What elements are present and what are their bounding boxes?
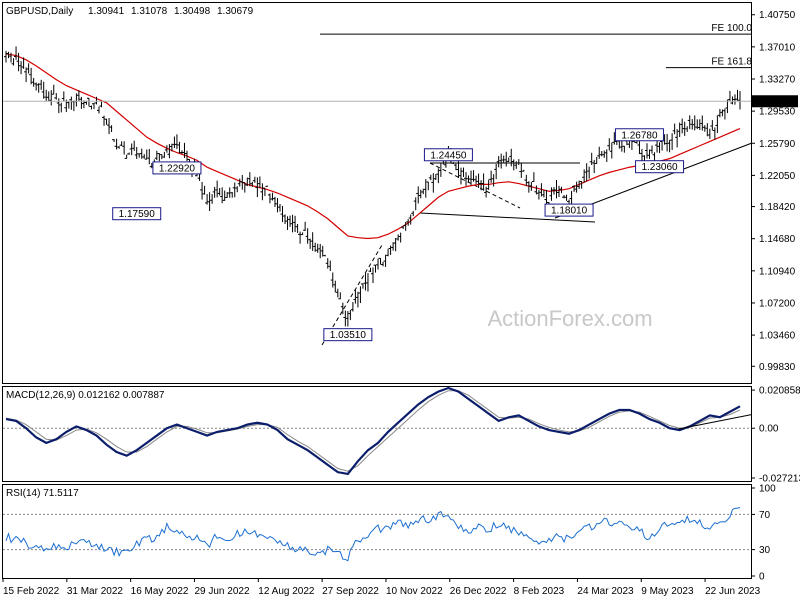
macd-trendline: [677, 414, 753, 430]
annotation-label: 1.18010: [551, 206, 588, 217]
x-tick-label: 24 Mar 2023: [577, 586, 634, 597]
price-tick-label: 1.40750: [759, 10, 796, 21]
macd-main-line: [5, 386, 741, 476]
rsi-line: [5, 506, 741, 562]
annotation-box: [112, 207, 162, 221]
macd-tick-label: 0.00: [759, 424, 779, 435]
price-tick-label: 1.10940: [759, 266, 796, 277]
rsi-tick-label: 0: [759, 572, 765, 583]
x-tick-label: 29 Jun 2022: [194, 586, 249, 597]
rsi-lines: [3, 506, 751, 562]
rsi-title: RSI(14) 71.5117: [6, 488, 79, 499]
header-close: 1.30679: [217, 6, 254, 17]
current-price-tag: [752, 95, 798, 108]
annotation-label: 1.24450: [430, 150, 467, 161]
macd-tick-label: 0.020858: [759, 386, 800, 397]
annotation-label: 1.22920: [159, 163, 196, 174]
macd-lines: [3, 386, 753, 476]
annotation-box: [635, 160, 685, 174]
x-tick-label: 12 Aug 2022: [258, 586, 315, 597]
price-tick-label: 1.07200: [759, 298, 796, 309]
x-tick-label: 10 Nov 2022: [386, 586, 443, 597]
moving-average-line: [5, 53, 741, 240]
panel-frames: [2, 2, 752, 579]
annotation-box: [152, 161, 202, 175]
macd-title: MACD(12,26,9) 0.012162 0.007887: [6, 390, 165, 401]
header-low: 1.30498: [174, 6, 211, 17]
annotation-label: 1.26780: [621, 130, 658, 141]
header-open: 1.30941: [88, 6, 125, 17]
chart-header: GBPUSD,Daily 1.30941 1.31078 1.30498 1.3…: [6, 6, 254, 17]
moving-average: [5, 53, 741, 240]
annotation-box: [323, 328, 373, 342]
annotation-box: [614, 128, 664, 142]
support-line: [419, 212, 596, 223]
fib-level-label: FE 161.8: [711, 57, 752, 68]
price-tick-label: 1.18420: [759, 202, 796, 213]
macd-signal-line: [5, 390, 741, 472]
rsi-tick-label: 100: [759, 484, 776, 495]
price-panel-frame: [2, 2, 752, 384]
price-tick-label: 1.29530: [759, 107, 796, 118]
price-tick-label: 1.03460: [759, 331, 796, 342]
price-tick-label: 1.25790: [759, 139, 796, 150]
price-tick-label: 1.33270: [759, 74, 796, 85]
annotation-label: 1.23060: [641, 162, 678, 173]
price-tick-label: 0.99830: [759, 362, 796, 373]
macd-panel-frame: [2, 386, 752, 482]
annotation-label: 1.17590: [119, 209, 156, 220]
price-annotations: 1.17590 1.22920 1.03510 1.24450 1.18010 1.267…: [112, 128, 685, 342]
projection-line: [321, 244, 383, 346]
rsi-panel-frame: [2, 484, 752, 579]
x-tick-label: 8 Feb 2023: [514, 586, 565, 597]
x-tick-label: 22 Jun 2023: [705, 586, 760, 597]
annotation-label: 1.03510: [330, 330, 367, 341]
macd-tick-label: -0.027213: [759, 474, 800, 485]
annotation-box: [544, 203, 594, 217]
current-price-label: 1.30679: [756, 97, 793, 108]
fib-level-label: FE 100.0: [711, 23, 752, 34]
rsi-tick-label: 30: [759, 545, 771, 556]
annotation-box: [423, 148, 473, 162]
x-axis-labels: 15 Feb 2022 31 Mar 2022 16 May 2022 29 Jun …: [2, 578, 761, 597]
price-tick-label: 1.22050: [759, 171, 796, 182]
x-tick-label: 9 May 2023: [641, 586, 694, 597]
price-axis-ticks: 1.40750 1.37010 1.33270 1.29530 1.25790 1.220…: [751, 10, 796, 373]
x-tick-label: 16 May 2022: [131, 586, 189, 597]
x-tick-label: 26 Dec 2022: [450, 586, 507, 597]
header-symbol: GBPUSD,Daily: [6, 6, 73, 17]
rsi-axis-ticks: 100 70 30 0: [751, 484, 776, 583]
macd-axis-ticks: 0.020858 0.00 -0.027213: [751, 386, 800, 485]
x-tick-label: 31 Mar 2022: [67, 586, 124, 597]
fibonacci-levels: FE 100.0 FE 161.8: [320, 23, 752, 69]
current-price: 1.30679: [3, 95, 798, 108]
watermark: ActionForex.com: [487, 306, 652, 331]
x-tick-label: 15 Feb 2022: [3, 586, 60, 597]
rsi-tick-label: 70: [759, 510, 771, 521]
header-high: 1.31078: [131, 6, 168, 17]
price-tick-label: 1.14680: [759, 234, 796, 245]
x-tick-label: 27 Sep 2022: [322, 586, 379, 597]
price-bars: [4, 46, 741, 327]
price-tick-label: 1.37010: [759, 42, 796, 53]
